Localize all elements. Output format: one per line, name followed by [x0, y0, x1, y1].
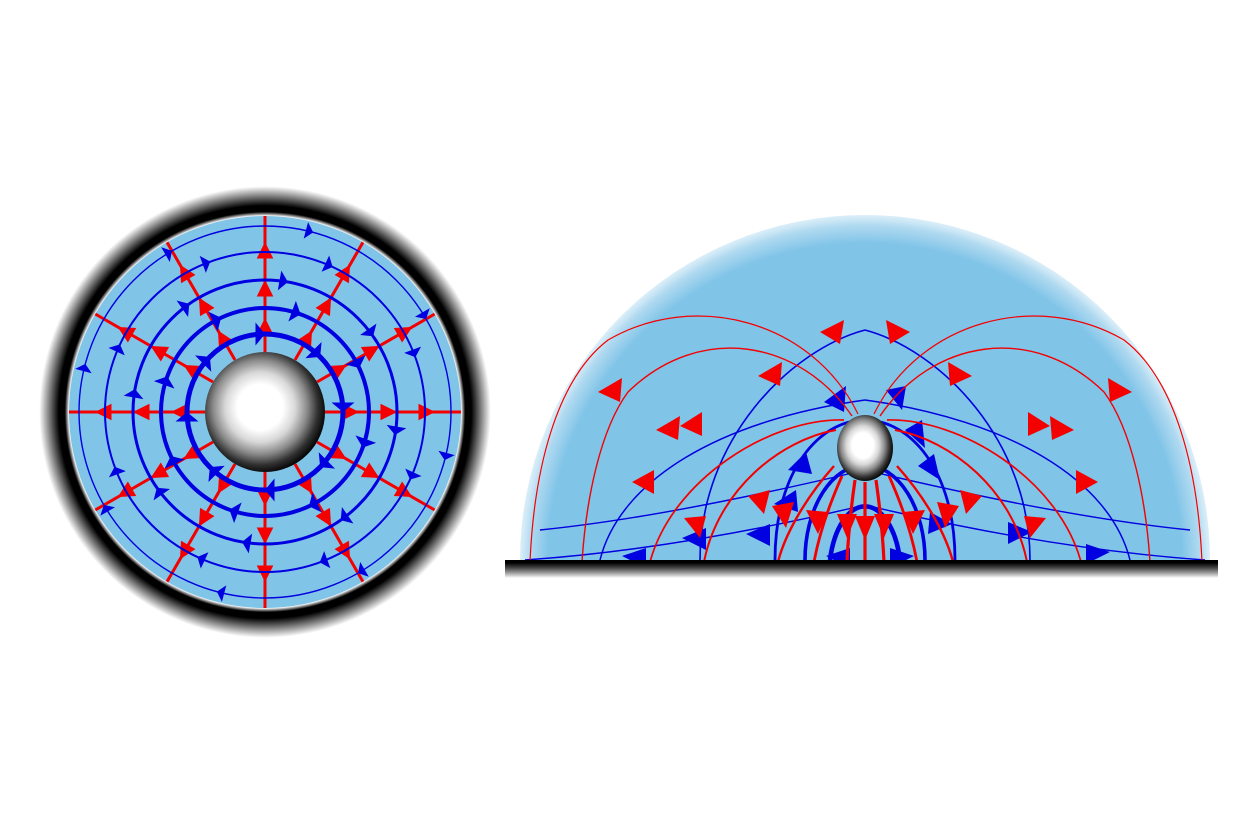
field-line [649, 419, 845, 560]
field-line [873, 315, 1203, 560]
equipotential-curve [864, 329, 1031, 560]
isolated-sphere-panel [37, 184, 493, 640]
equipotential-curve [864, 399, 1131, 560]
equipotential-curve [599, 399, 866, 560]
ground-plane [505, 560, 1218, 578]
field-line [886, 419, 1082, 560]
sphere-above-ground-plane-panel [505, 215, 1218, 578]
field-line [879, 347, 1151, 560]
equipotential-arrowheads [622, 386, 1110, 560]
field-line [581, 347, 853, 560]
field-line [887, 475, 919, 560]
inner-sphere [837, 415, 893, 481]
field-line [896, 465, 955, 560]
field-line-arrowheads [598, 320, 1132, 540]
field-line [529, 315, 859, 560]
inner-sphere [205, 352, 325, 472]
dome-medium [520, 215, 1210, 560]
field-line [812, 475, 844, 560]
field-line [776, 465, 835, 560]
field-line [703, 429, 837, 560]
dome-field-group [524, 315, 1206, 560]
equipotential-curve [699, 329, 866, 560]
field-line [894, 429, 1028, 560]
